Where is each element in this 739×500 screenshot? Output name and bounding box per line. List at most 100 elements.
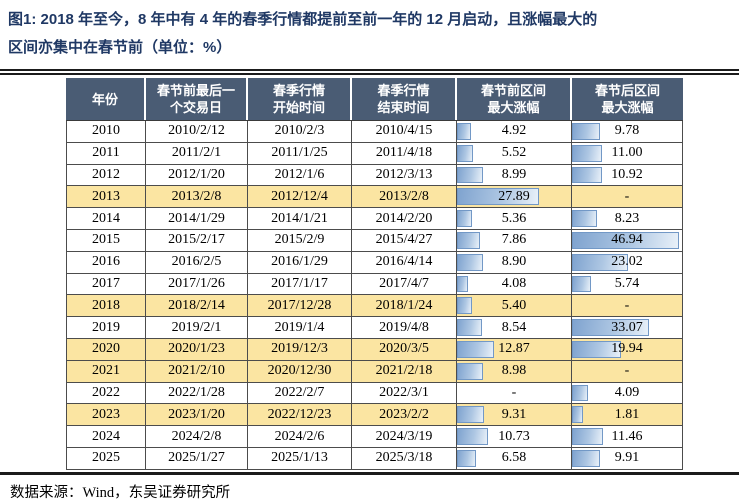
pre-festival-data-bar bbox=[457, 362, 483, 380]
pre-festival-gain-value: 7.86 bbox=[501, 232, 527, 248]
post-festival-data-bar bbox=[572, 166, 603, 184]
last-trading-day-cell: 2010/2/12 bbox=[146, 121, 248, 143]
post-festival-gain-cell: - bbox=[572, 360, 683, 383]
col-header-year-line1: 年份 bbox=[91, 91, 118, 107]
last-trading-day-cell: 2024/2/8 bbox=[146, 426, 248, 448]
pre-festival-gain-value: 8.90 bbox=[501, 254, 527, 270]
post-festival-gain-cell: - bbox=[572, 186, 683, 209]
pre-festival-data-bar bbox=[457, 210, 473, 227]
pre-festival-data-bar bbox=[457, 428, 489, 445]
post-festival-gain-value: 4.09 bbox=[614, 384, 640, 400]
last-trading-day-cell: 2012/1/20 bbox=[146, 164, 248, 187]
post-festival-data-bar bbox=[572, 406, 583, 424]
rally-start-cell: 2019/1/4 bbox=[248, 317, 352, 339]
last-trading-day-cell: 2015/2/17 bbox=[146, 229, 248, 252]
post-festival-data-bar bbox=[572, 231, 679, 249]
footer-separator-rule bbox=[0, 471, 739, 475]
post-festival-gain-value: 1.81 bbox=[614, 406, 640, 422]
pre-festival-gain-cell: 4.92 bbox=[457, 121, 572, 143]
table-row: 2022 2022/1/28 2022/2/7 2022/3/1 - 4.09 bbox=[66, 382, 683, 405]
pre-festival-data-bar bbox=[457, 340, 495, 358]
col-header-post-festival-line1: 春节后区间 bbox=[594, 83, 660, 98]
pre-festival-gain-value: 8.99 bbox=[501, 166, 527, 182]
col-header-last-trading-day-line2: 个交易日 bbox=[169, 100, 222, 115]
year-cell: 2024 bbox=[66, 426, 146, 448]
pre-festival-gain-value: 4.92 bbox=[501, 123, 527, 139]
year-cell: 2017 bbox=[66, 273, 146, 296]
table-row: 2024 2024/2/8 2024/2/6 2024/3/19 10.73 1… bbox=[66, 426, 683, 448]
rally-end-cell: 2020/3/5 bbox=[352, 338, 457, 361]
rally-end-cell: 2024/3/19 bbox=[352, 426, 457, 448]
post-festival-data-bar bbox=[572, 319, 650, 336]
pre-festival-data-bar bbox=[457, 231, 480, 249]
pre-festival-gain-cell: 8.90 bbox=[457, 251, 572, 274]
pre-festival-gain-cell: 5.40 bbox=[457, 295, 572, 318]
rally-start-cell: 2014/1/21 bbox=[248, 208, 352, 230]
rally-end-cell: 2012/3/13 bbox=[352, 164, 457, 187]
pre-festival-data-bar bbox=[457, 319, 482, 336]
post-festival-gain-value: 33.07 bbox=[611, 319, 643, 335]
pre-festival-gain-value: 5.40 bbox=[501, 297, 527, 313]
post-festival-data-bar bbox=[572, 340, 622, 358]
pre-festival-data-bar bbox=[457, 144, 473, 162]
col-header-rally-start-line1: 春季行情 bbox=[272, 83, 325, 98]
rally-start-cell: 2016/1/29 bbox=[248, 251, 352, 274]
pre-festival-data-bar bbox=[457, 297, 473, 315]
figure-title-line1: 图1: 2018 年至今，8 年中有 4 年的春季行情都提前至前一年的 12 月… bbox=[8, 11, 598, 28]
col-header-rally-end-line2: 结束时间 bbox=[377, 100, 430, 115]
post-festival-gain-cell: 19.94 bbox=[572, 338, 683, 361]
pre-festival-gain-value: 8.98 bbox=[501, 363, 527, 379]
pre-festival-gain-cell: 8.98 bbox=[457, 360, 572, 383]
rally-end-cell: 2022/3/1 bbox=[352, 382, 457, 405]
post-festival-data-bar bbox=[572, 384, 588, 402]
pre-festival-gain-cell: 8.54 bbox=[457, 317, 572, 339]
table-row: 2018 2018/2/14 2017/12/28 2018/1/24 5.40… bbox=[66, 295, 683, 318]
rally-end-cell: 2017/4/7 bbox=[352, 273, 457, 296]
rally-end-cell: 2013/2/8 bbox=[352, 186, 457, 209]
spring-rally-table: 年份 春节前最后一 个交易日 春季行情 开始时间 春季行情 结束时间 春节前区间… bbox=[66, 78, 683, 470]
col-header-rally-end: 春季行情 结束时间 bbox=[352, 78, 457, 120]
rally-start-cell: 2010/2/3 bbox=[248, 121, 352, 143]
post-festival-gain-value: 9.91 bbox=[614, 450, 640, 466]
post-festival-gain-value: - bbox=[624, 363, 630, 379]
post-festival-gain-value: 46.94 bbox=[611, 232, 643, 248]
table-row: 2023 2023/1/20 2022/12/23 2023/2/2 9.31 … bbox=[66, 404, 683, 427]
table-row: 2015 2015/2/17 2015/2/9 2015/4/27 7.86 4… bbox=[66, 229, 683, 252]
pre-festival-gain-value: 27.89 bbox=[498, 188, 530, 204]
post-festival-gain-cell: 9.91 bbox=[572, 447, 683, 470]
rally-start-cell: 2017/1/17 bbox=[248, 273, 352, 296]
rally-end-cell: 2021/2/18 bbox=[352, 360, 457, 383]
post-festival-gain-cell: 33.07 bbox=[572, 317, 683, 339]
pre-festival-gain-value: 10.73 bbox=[498, 428, 530, 444]
post-festival-gain-value: 9.78 bbox=[614, 123, 640, 139]
table-row: 2021 2021/2/10 2020/12/30 2021/2/18 8.98… bbox=[66, 360, 683, 383]
table-row: 2014 2014/1/29 2014/1/21 2014/2/20 5.36 … bbox=[66, 208, 683, 230]
col-header-pre-festival-max-gain: 春节前区间 最大涨幅 bbox=[457, 78, 572, 120]
pre-festival-data-bar bbox=[457, 123, 471, 140]
post-festival-gain-value: 10.92 bbox=[611, 166, 643, 182]
post-festival-gain-value: 8.23 bbox=[614, 210, 640, 226]
post-festival-gain-cell: 11.00 bbox=[572, 142, 683, 165]
rally-end-cell: 2023/2/2 bbox=[352, 404, 457, 427]
pre-festival-gain-cell: - bbox=[457, 382, 572, 405]
post-festival-data-bar bbox=[572, 275, 592, 293]
rally-start-cell: 2022/2/7 bbox=[248, 382, 352, 405]
post-festival-gain-cell: 1.81 bbox=[572, 404, 683, 427]
rally-start-cell: 2025/1/13 bbox=[248, 447, 352, 470]
pre-festival-gain-value: 12.87 bbox=[498, 341, 530, 357]
pre-festival-gain-cell: 9.31 bbox=[457, 404, 572, 427]
last-trading-day-cell: 2019/2/1 bbox=[146, 317, 248, 339]
figure-title-line2: 区间亦集中在春节前（单位：%） bbox=[8, 39, 232, 56]
post-festival-data-bar bbox=[572, 428, 604, 445]
pre-festival-data-bar bbox=[457, 188, 540, 206]
pre-festival-gain-cell: 27.89 bbox=[457, 186, 572, 209]
post-festival-gain-value: 19.94 bbox=[611, 341, 643, 357]
col-header-rally-end-line1: 春季行情 bbox=[377, 83, 430, 98]
post-festival-gain-value: 5.74 bbox=[614, 275, 640, 291]
table-row: 2025 2025/1/27 2025/1/13 2025/3/18 6.58 … bbox=[66, 447, 683, 470]
last-trading-day-cell: 2021/2/10 bbox=[146, 360, 248, 383]
post-festival-data-bar bbox=[572, 123, 600, 140]
post-festival-gain-cell: 23.02 bbox=[572, 251, 683, 274]
rally-end-cell: 2018/1/24 bbox=[352, 295, 457, 318]
year-cell: 2014 bbox=[66, 208, 146, 230]
